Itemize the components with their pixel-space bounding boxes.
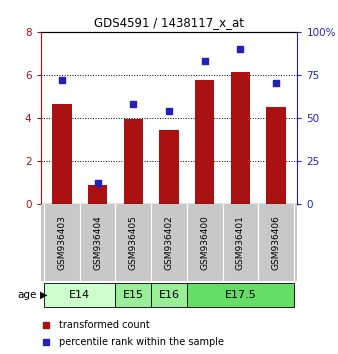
FancyBboxPatch shape xyxy=(44,283,116,307)
Text: E14: E14 xyxy=(69,290,90,300)
Text: GSM936402: GSM936402 xyxy=(165,215,173,270)
Text: age: age xyxy=(18,290,37,300)
Bar xyxy=(123,119,143,204)
Bar xyxy=(231,72,250,204)
Bar xyxy=(52,104,72,204)
Text: E16: E16 xyxy=(159,290,179,300)
FancyBboxPatch shape xyxy=(187,283,294,307)
Point xyxy=(59,77,65,83)
Text: GSM936403: GSM936403 xyxy=(57,215,67,270)
Text: transformed count: transformed count xyxy=(58,320,149,330)
Text: ▶: ▶ xyxy=(40,290,48,300)
Text: GSM936404: GSM936404 xyxy=(93,215,102,270)
Point xyxy=(273,80,279,86)
Point xyxy=(95,180,100,186)
FancyBboxPatch shape xyxy=(116,283,151,307)
Text: GSM936405: GSM936405 xyxy=(129,215,138,270)
Point xyxy=(130,101,136,107)
Bar xyxy=(195,80,215,204)
Text: GSM936401: GSM936401 xyxy=(236,215,245,270)
Point xyxy=(202,58,208,64)
Bar xyxy=(266,107,286,204)
Bar xyxy=(159,130,179,204)
Text: GSM936400: GSM936400 xyxy=(200,215,209,270)
FancyBboxPatch shape xyxy=(151,283,187,307)
Bar xyxy=(41,204,297,281)
Text: E17.5: E17.5 xyxy=(224,290,256,300)
Text: percentile rank within the sample: percentile rank within the sample xyxy=(58,337,223,347)
Text: GSM936406: GSM936406 xyxy=(271,215,281,270)
Bar xyxy=(88,185,107,204)
Title: GDS4591 / 1438117_x_at: GDS4591 / 1438117_x_at xyxy=(94,16,244,29)
Point xyxy=(238,46,243,52)
Text: E15: E15 xyxy=(123,290,144,300)
Point xyxy=(166,108,172,114)
